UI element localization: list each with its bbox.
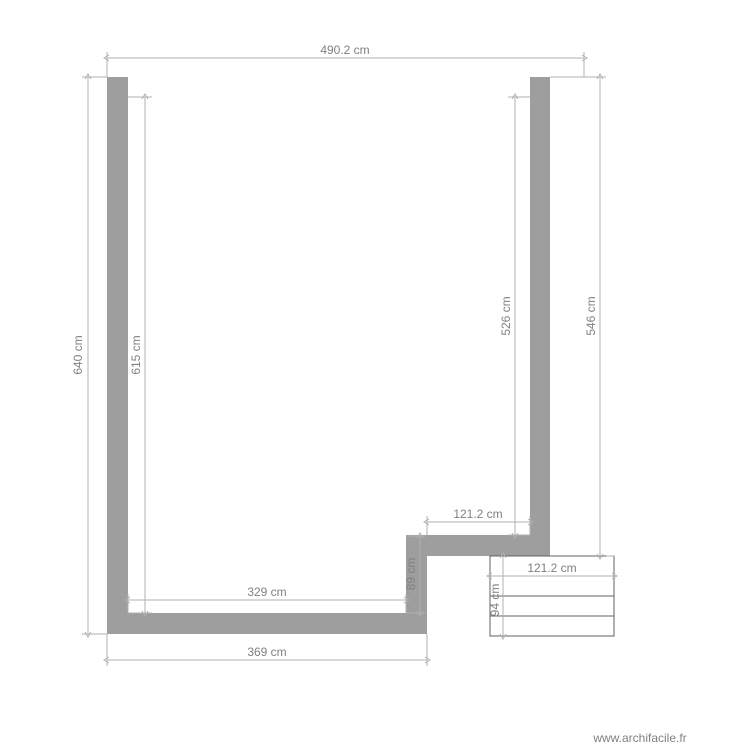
dim-steps-height-label: 94 cm xyxy=(488,584,502,617)
floor-plan-svg: 490.2 cm 640 cm 615 cm 526 cm 546 cm 329… xyxy=(0,0,750,750)
dim-notch-top-label: 121.2 cm xyxy=(453,507,502,521)
dim-outer-right-label: 546 cm xyxy=(584,296,598,335)
dim-inner-right-label: 526 cm xyxy=(499,296,513,335)
dim-notch-height-inner-label: 89 cm xyxy=(404,558,418,591)
dim-top: 490.2 cm xyxy=(107,43,584,77)
dim-inner-left: 615 cm xyxy=(128,97,152,613)
dim-outer-bottom: 369 cm xyxy=(107,634,427,666)
walls xyxy=(107,77,550,634)
dim-top-label: 490.2 cm xyxy=(320,43,369,57)
dim-inner-left-label: 615 cm xyxy=(129,335,143,374)
dim-inner-right: 526 cm xyxy=(499,97,530,535)
dim-outer-right: 546 cm xyxy=(550,77,614,556)
dim-steps-width-label: 121.2 cm xyxy=(527,561,576,575)
watermark-text: www.archifacile.fr xyxy=(592,731,686,745)
dim-inner-bottom-label: 329 cm xyxy=(247,585,286,599)
dim-inner-bottom: 329 cm xyxy=(128,585,406,613)
dim-outer-bottom-label: 369 cm xyxy=(247,645,286,659)
dim-steps-width: 121.2 cm xyxy=(490,561,614,576)
dim-outer-left: 640 cm xyxy=(71,77,107,634)
dim-outer-left-label: 640 cm xyxy=(71,335,85,374)
